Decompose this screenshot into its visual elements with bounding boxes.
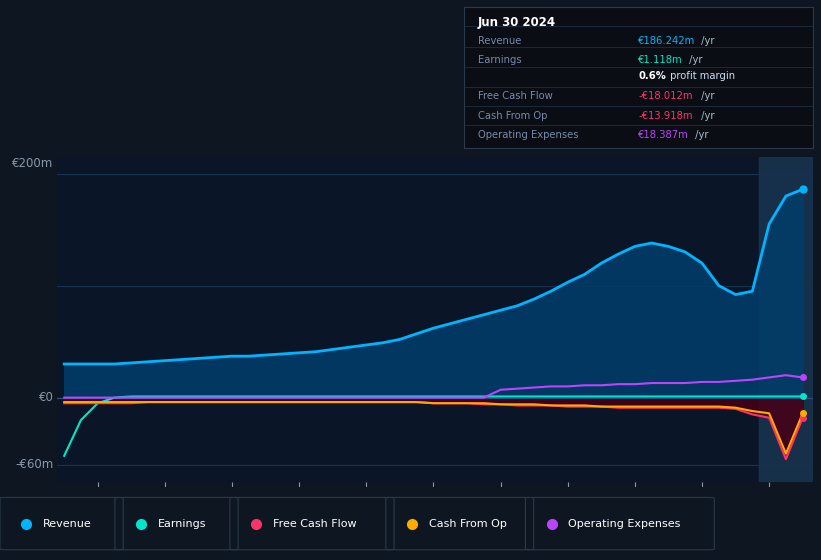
- Text: €1.118m: €1.118m: [639, 55, 683, 66]
- Text: /yr: /yr: [686, 55, 702, 66]
- Text: /yr: /yr: [699, 111, 715, 121]
- Text: /yr: /yr: [692, 130, 709, 140]
- Text: €0: €0: [39, 391, 53, 404]
- Text: -€18.012m: -€18.012m: [639, 91, 693, 101]
- Text: Operating Expenses: Operating Expenses: [478, 130, 578, 140]
- Text: /yr: /yr: [699, 35, 715, 45]
- Text: €200m: €200m: [12, 157, 53, 170]
- Text: -€60m: -€60m: [16, 458, 53, 472]
- Text: Free Cash Flow: Free Cash Flow: [273, 519, 356, 529]
- Text: Earnings: Earnings: [158, 519, 206, 529]
- Text: Revenue: Revenue: [43, 519, 91, 529]
- Text: Operating Expenses: Operating Expenses: [568, 519, 681, 529]
- Text: €186.242m: €186.242m: [639, 35, 695, 45]
- Text: Earnings: Earnings: [478, 55, 521, 66]
- Text: profit margin: profit margin: [667, 72, 735, 82]
- Bar: [759, 157, 813, 482]
- Text: 0.6%: 0.6%: [639, 72, 666, 82]
- Text: -€13.918m: -€13.918m: [639, 111, 693, 121]
- Text: Free Cash Flow: Free Cash Flow: [478, 91, 553, 101]
- Text: Cash From Op: Cash From Op: [429, 519, 507, 529]
- Text: /yr: /yr: [699, 91, 715, 101]
- Text: Cash From Op: Cash From Op: [478, 111, 548, 121]
- Text: Jun 30 2024: Jun 30 2024: [478, 16, 556, 29]
- Text: €18.387m: €18.387m: [639, 130, 689, 140]
- Text: Revenue: Revenue: [478, 35, 521, 45]
